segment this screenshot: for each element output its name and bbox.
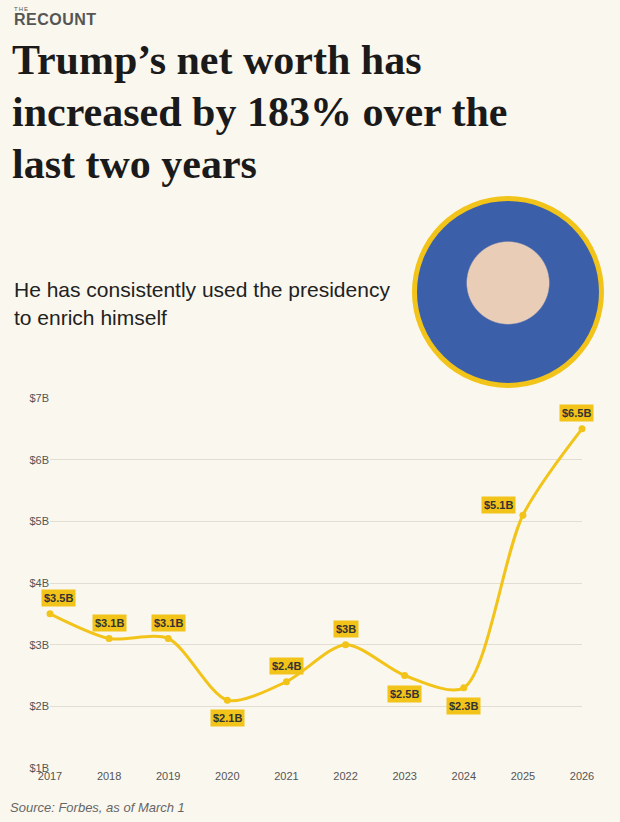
svg-text:2017: 2017: [38, 770, 62, 782]
svg-text:2023: 2023: [392, 770, 416, 782]
svg-text:$3.5B: $3.5B: [44, 592, 73, 604]
html-text:Source: Forbes, as of March 1: Source: Forbes, as of March 1: [10, 800, 185, 815]
svg-text:$2.3B: $2.3B: [449, 700, 478, 712]
svg-text:2022: 2022: [333, 770, 357, 782]
svg-text:$2.1B: $2.1B: [213, 712, 242, 724]
svg-text:2018: 2018: [97, 770, 121, 782]
svg-text:2026: 2026: [570, 770, 594, 782]
svg-text:$5.1B: $5.1B: [484, 499, 513, 511]
html-text:RECOUNT: RECOUNT: [14, 11, 97, 28]
html-text:He has consistently used the p: He has consistently used the presidency …: [14, 278, 390, 329]
html-text:THE: THE: [14, 6, 29, 12]
svg-text:$5B: $5B: [29, 515, 49, 527]
svg-text:$3B: $3B: [336, 623, 356, 635]
svg-text:2025: 2025: [511, 770, 535, 782]
svg-text:2019: 2019: [156, 770, 180, 782]
svg-text:$7B: $7B: [29, 392, 49, 404]
svg-text:2020: 2020: [215, 770, 239, 782]
svg-text:$1B: $1B: [29, 762, 49, 774]
svg-text:$2B: $2B: [29, 700, 49, 712]
html-text:Trump’s net worth has increase: Trump’s net worth has increased by 183% …: [12, 37, 508, 187]
svg-text:$4B: $4B: [29, 577, 49, 589]
svg-text:$3B: $3B: [29, 639, 49, 651]
svg-text:$2.5B: $2.5B: [390, 688, 419, 700]
svg-text:$6B: $6B: [29, 454, 49, 466]
svg-text:2021: 2021: [274, 770, 298, 782]
svg-text:$3.1B: $3.1B: [95, 617, 124, 629]
svg-text:$3.1B: $3.1B: [154, 617, 183, 629]
svg-text:2024: 2024: [452, 770, 476, 782]
svg-text:$2.4B: $2.4B: [272, 660, 301, 672]
svg-text:$6.5B: $6.5B: [562, 407, 591, 419]
